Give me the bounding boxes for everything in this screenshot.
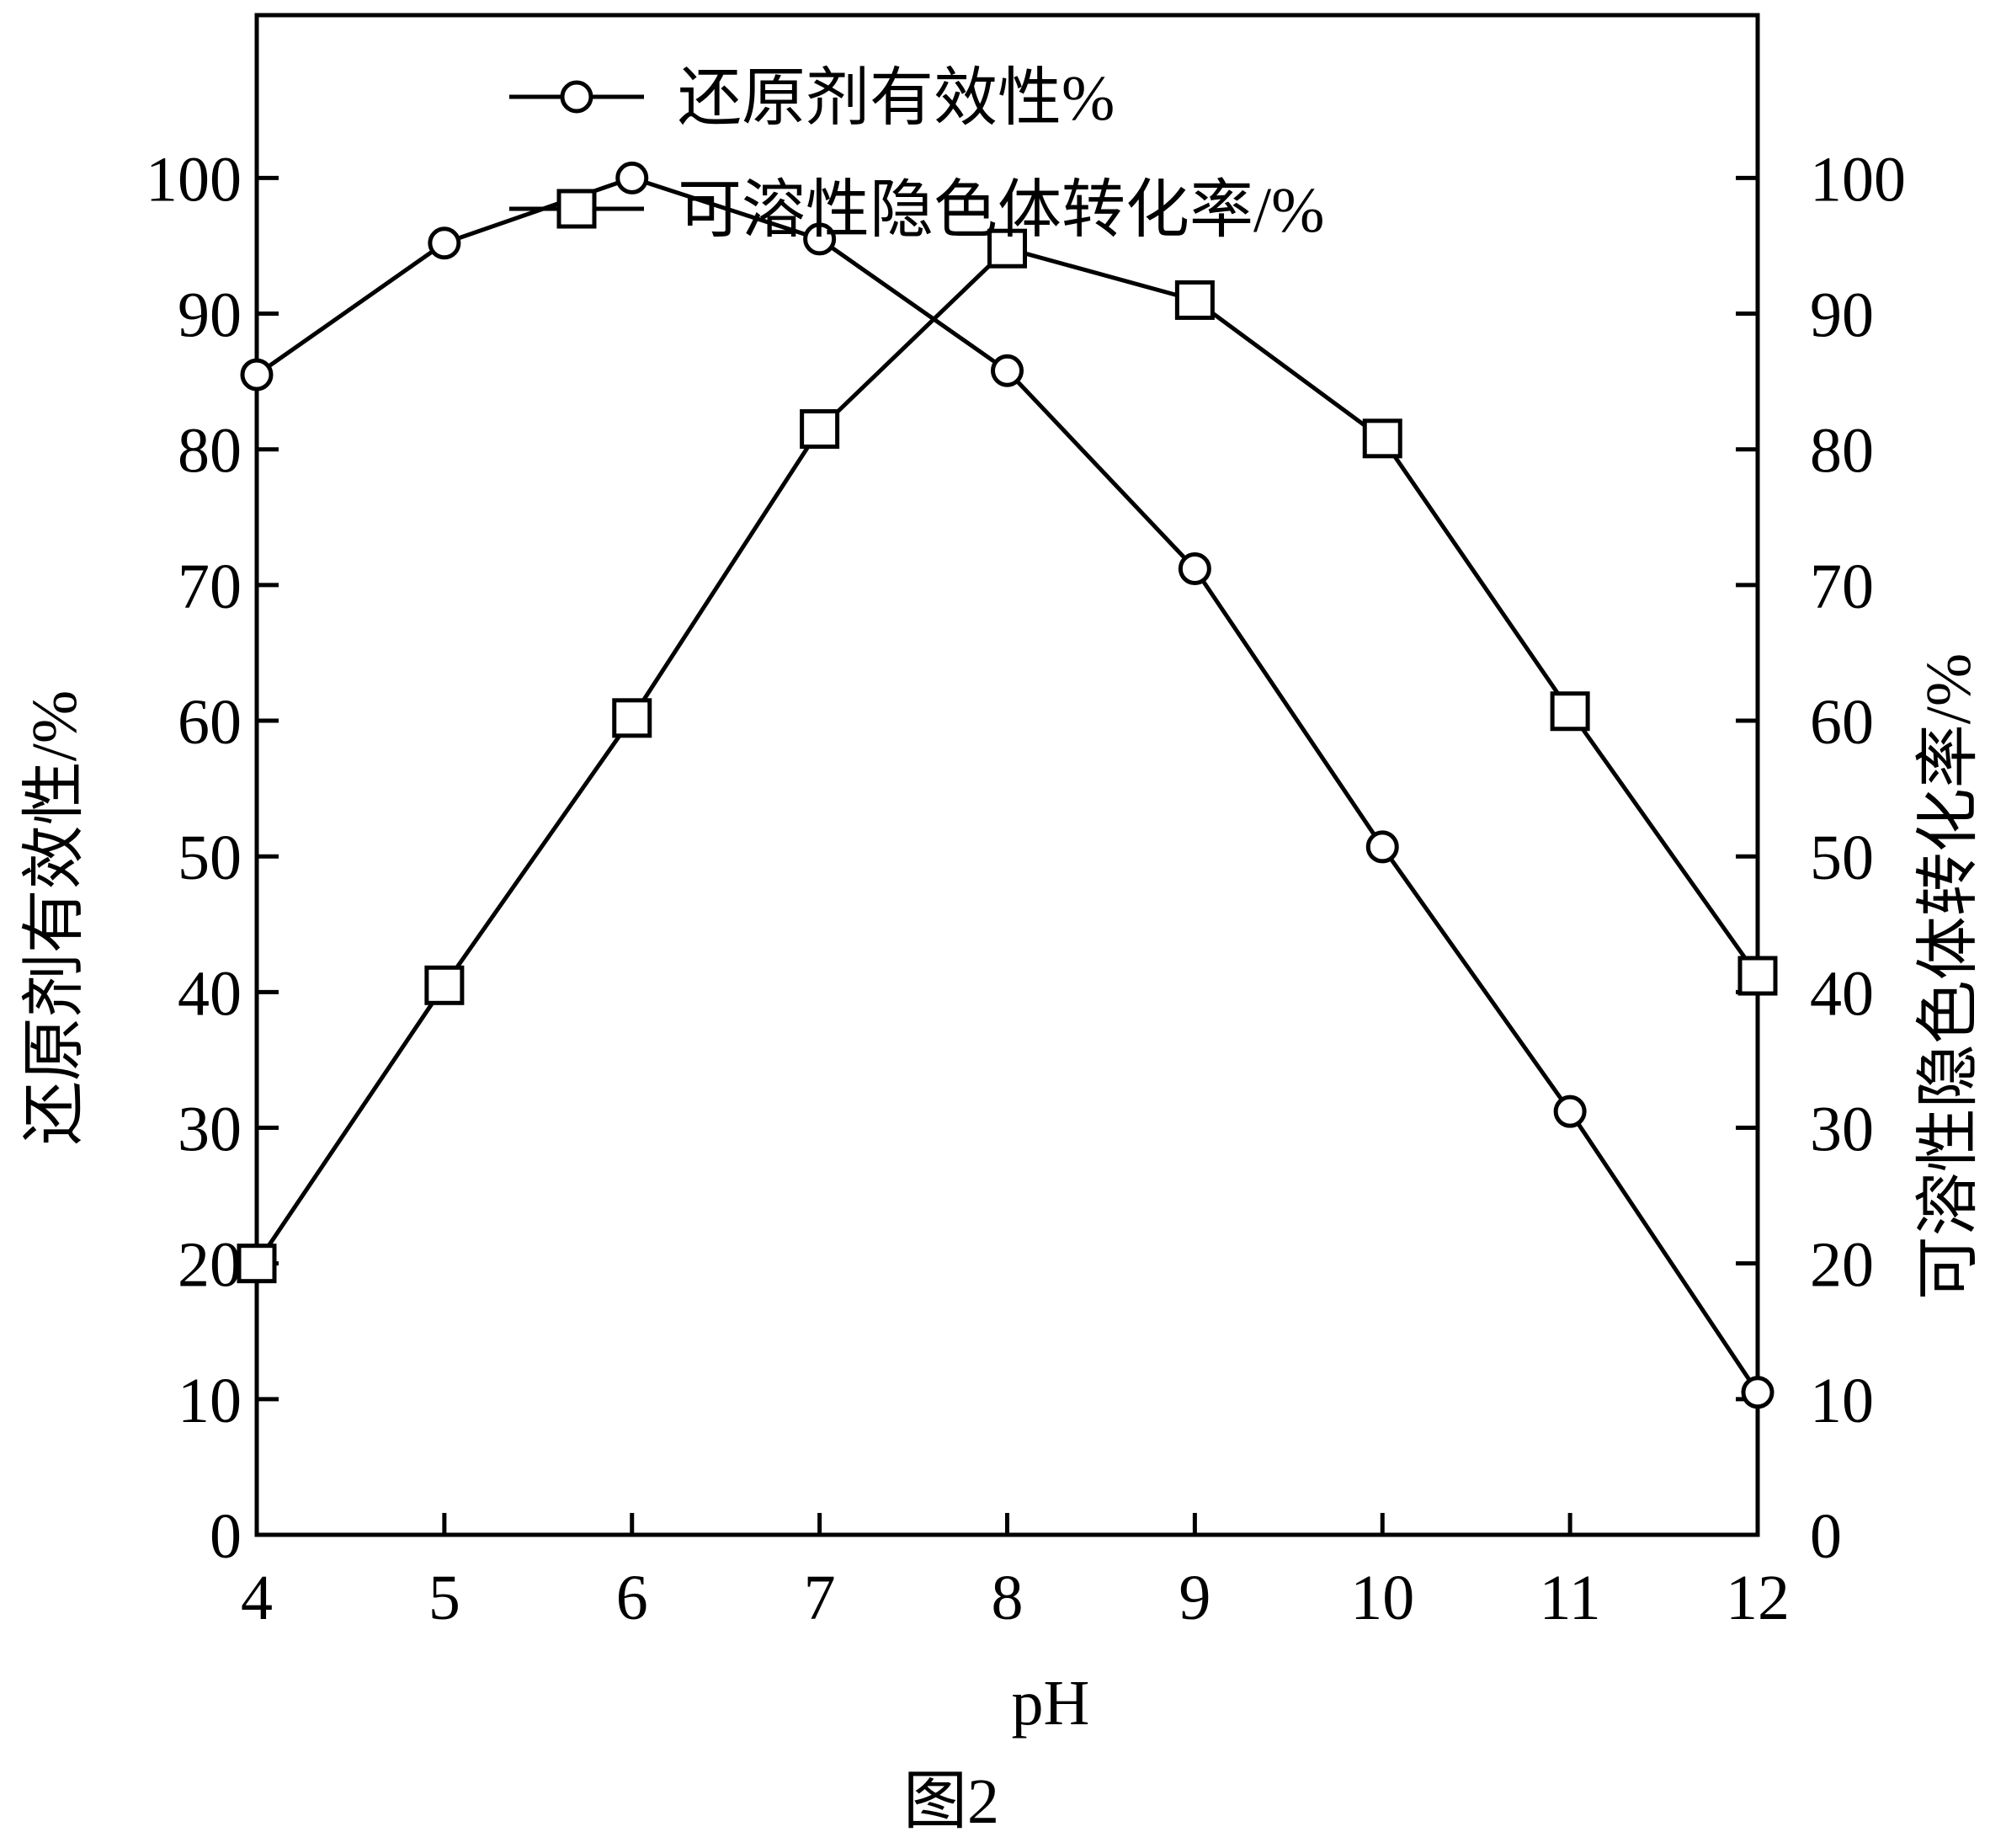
x-tick-label: 5 [428,1563,460,1633]
x-tick-label: 9 [1179,1563,1211,1633]
left-tick-label: 30 [178,1094,242,1165]
x-tick-label: 10 [1350,1563,1414,1633]
legend: 还原剂有效性% 可溶性隐色体转化率/% [509,63,1324,246]
right-tick-label: 80 [1810,416,1874,487]
left-tick-label: 90 [178,280,242,351]
data-point-square [612,698,652,738]
left-tick-label: 0 [210,1501,242,1572]
data-point-square [1737,956,1778,996]
data-point-square [1362,418,1402,459]
series-1 [240,161,1775,1409]
left-tick-label: 40 [178,958,242,1029]
data-point-circle [1741,1376,1775,1409]
data-point-square [237,1244,277,1284]
right-tick-label: 30 [1810,1094,1874,1165]
x-tick-label: 8 [992,1563,1024,1633]
data-point-circle [428,226,461,260]
x-tick-label: 4 [241,1563,273,1633]
data-point-square [800,409,840,450]
right-tick-label: 60 [1810,687,1874,758]
left-tick-label: 50 [178,823,242,893]
left-tick-label: 70 [178,551,242,622]
right-tick-label: 90 [1810,280,1874,351]
x-tick-label: 7 [804,1563,836,1633]
right-tick-label: 100 [1810,144,1906,215]
data-point-circle [1178,552,1211,586]
right-tick-label: 50 [1810,823,1874,893]
left-tick-label: 60 [178,687,242,758]
data-point-square [1174,280,1215,320]
legend-label: 还原剂有效性% [678,63,1115,134]
right-tick-label: 40 [1810,958,1874,1029]
x-tick-label: 12 [1726,1563,1790,1633]
right-tick-label: 20 [1810,1230,1874,1301]
figure-caption: 图2 [903,1766,999,1837]
data-point-square [987,228,1027,269]
left-tick-label: 100 [146,144,242,215]
left-tick-label: 80 [178,416,242,487]
data-point-circle [991,354,1024,387]
right-tick-label: 0 [1810,1501,1842,1572]
series-line [254,246,1760,1265]
data-point-circle [615,161,649,194]
x-tick-label: 11 [1540,1563,1601,1633]
data-point-square [424,965,465,1005]
legend-item-2: 可溶性隐色体转化率/% [509,175,1324,246]
data-point-circle [1553,1094,1587,1128]
data-point-circle [240,358,274,391]
x-axis: 4 5 6 7 8 9 10 11 12 [241,1513,1790,1633]
series-layer [237,161,1778,1409]
left-tick-label: 10 [178,1366,242,1436]
right-axis-title: 可溶性隐色体转化率/% [1913,653,1984,1300]
left-axis: 0 10 20 30 40 50 60 70 80 90 100 [146,144,279,1572]
legend-marker-square [556,189,597,229]
legend-label: 可溶性隐色体转化率/% [678,175,1324,246]
right-axis: 0 10 20 30 40 50 60 70 80 90 100 [1736,144,1906,1572]
left-tick-label: 20 [178,1230,242,1301]
legend-marker-circle [560,80,593,114]
left-axis-title: 还原剂有效性/% [19,690,90,1145]
legend-item-1: 还原剂有效性% [509,63,1115,134]
x-axis-title: pH [1012,1668,1090,1739]
series-2 [237,228,1778,1284]
data-point-circle [803,222,837,256]
data-point-circle [1365,830,1399,864]
x-tick-label: 6 [616,1563,648,1633]
right-tick-label: 10 [1810,1366,1874,1436]
data-point-square [1550,691,1590,732]
right-tick-label: 70 [1810,551,1874,622]
